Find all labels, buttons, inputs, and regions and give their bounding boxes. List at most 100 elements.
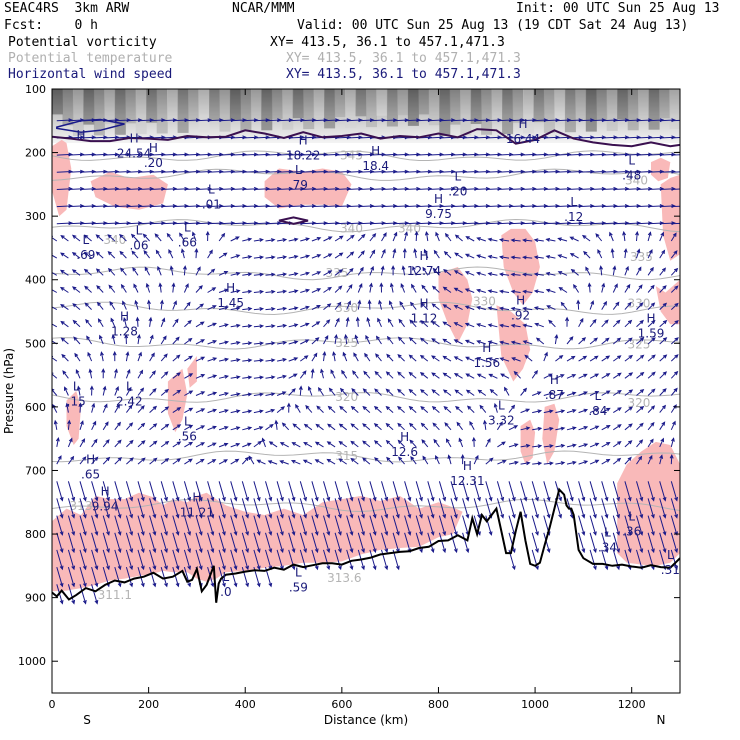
wind-vector <box>195 374 206 379</box>
wind-vector <box>230 443 241 448</box>
wind-vector <box>120 283 127 293</box>
wind-vector <box>589 459 600 465</box>
wind-vector <box>56 566 64 588</box>
wind-vector <box>230 481 238 502</box>
wind-vector <box>298 385 303 396</box>
wind-vector <box>183 498 191 519</box>
wind-vector <box>583 250 591 259</box>
theta-contour <box>52 168 680 181</box>
wind-vector <box>149 334 154 345</box>
wind-vector <box>84 285 92 293</box>
wind-vector <box>543 391 554 396</box>
wind-vector <box>311 498 319 519</box>
wind-vector <box>456 421 463 431</box>
wind-vector <box>427 481 435 502</box>
wind-vector <box>445 438 452 448</box>
wind-vector <box>172 532 180 554</box>
wind-vector <box>659 302 668 310</box>
wind-vector <box>207 425 217 431</box>
wind-vector <box>67 481 76 502</box>
wind-vector <box>253 426 264 431</box>
wind-vector <box>184 441 194 448</box>
wind-vector <box>510 340 521 345</box>
wind-vector <box>137 457 146 465</box>
wind-vector <box>314 441 324 448</box>
wind-vector <box>73 336 81 345</box>
stratosphere-texture <box>449 89 461 125</box>
pv-fill-patch <box>52 139 72 217</box>
stratosphere-texture <box>439 89 451 136</box>
wind-vector <box>659 481 667 502</box>
wind-vector <box>67 532 76 554</box>
wind-vector <box>647 248 653 259</box>
wind-vector <box>557 271 568 276</box>
wind-vector <box>624 440 633 448</box>
wind-vector <box>67 455 75 465</box>
wind-vector <box>218 515 226 536</box>
wind-vector <box>386 353 394 362</box>
wind-vector <box>307 385 313 396</box>
wind-vector <box>670 481 678 502</box>
wind-vector <box>230 323 241 328</box>
wind-vector <box>450 481 458 502</box>
wind-vector <box>143 249 150 259</box>
wind-vector <box>543 426 554 431</box>
wind-vector <box>67 437 73 448</box>
pv-fill-patch <box>264 168 352 209</box>
wind-vector <box>334 333 338 345</box>
wind-vector <box>346 532 354 554</box>
wind-vector <box>612 337 622 345</box>
wind-vector <box>566 426 577 431</box>
wind-vector <box>207 249 213 259</box>
wind-vector <box>64 386 69 396</box>
wind-vector <box>87 351 93 362</box>
wind-vector <box>431 355 440 362</box>
wind-vector <box>314 459 324 465</box>
wind-vector <box>670 232 677 242</box>
wind-vector <box>659 354 668 362</box>
wind-vector <box>423 248 429 259</box>
wind-vector <box>218 442 229 448</box>
wind-vector <box>160 353 168 362</box>
wind-vector <box>410 455 417 465</box>
wind-vector <box>443 268 452 276</box>
pv-extremum-value: 1.45 <box>217 296 244 310</box>
wind-vector <box>218 357 230 362</box>
wind-vector <box>555 409 566 414</box>
wind-vector <box>79 515 87 536</box>
wind-vector <box>369 549 377 571</box>
wind-vector <box>242 272 253 277</box>
wind-vector <box>419 371 429 379</box>
wind-vector <box>134 299 139 310</box>
wind-vector <box>421 439 429 448</box>
wind-vector <box>265 272 276 277</box>
wind-vector <box>414 230 419 242</box>
wind-vector <box>279 460 289 465</box>
wind-vector <box>218 323 229 328</box>
theta-label: 330 <box>627 296 650 310</box>
wind-vector <box>149 388 157 396</box>
pv-extremum-marker: L <box>73 379 80 393</box>
wind-vector <box>498 272 510 277</box>
stratosphere-texture <box>198 89 210 133</box>
wind-vector <box>60 303 69 311</box>
wind-vector <box>435 231 440 242</box>
wind-vector <box>268 441 278 448</box>
stratosphere-texture <box>240 89 252 131</box>
wind-vector <box>647 454 653 465</box>
wind-vector <box>311 515 319 536</box>
wind-vector <box>442 389 452 396</box>
wind-vector <box>125 549 134 571</box>
wind-vector <box>409 319 417 328</box>
stratosphere-texture <box>62 89 74 126</box>
wind-vector <box>566 481 574 502</box>
wind-vector <box>56 481 64 502</box>
wind-vector <box>125 566 134 588</box>
wind-vector <box>192 231 197 242</box>
pv-fill-patch <box>187 356 197 388</box>
wind-vector <box>172 389 182 396</box>
wind-vector <box>533 306 544 311</box>
wind-vector <box>427 515 435 536</box>
wind-vector <box>346 284 353 293</box>
wind-vector <box>589 532 597 554</box>
